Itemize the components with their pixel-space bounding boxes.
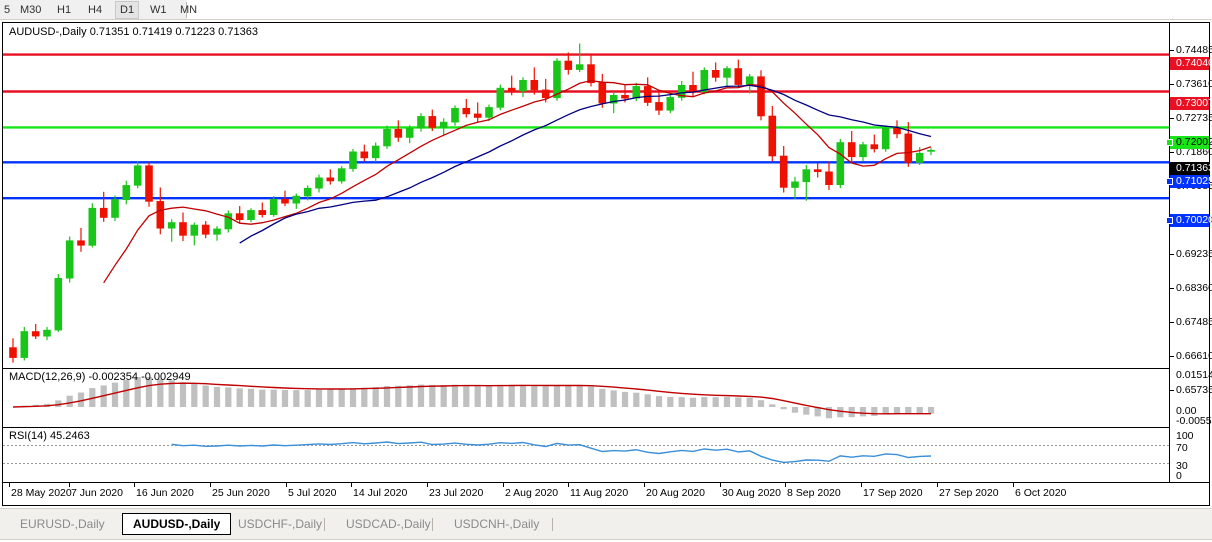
rsi-line [171,441,932,464]
chart-tab-usdchf[interactable]: USDCHF-,Daily [238,517,322,531]
date-axis-label: 5 Jul 2020 [288,487,337,499]
date-axis-label: 14 Jul 2020 [353,487,408,499]
date-axis-label: 8 Sep 2020 [787,487,841,499]
date-axis-tick [568,483,569,487]
candle-series [9,43,935,363]
date-axis-tick [720,483,721,487]
tab-separator [324,518,325,531]
date-axis-label: 27 Sep 2020 [939,487,999,499]
date-axis-tick [134,483,135,487]
toolbar-separator [186,2,187,18]
price-axis-label: 0.66610 [1176,350,1212,362]
date-axis-label: 30 Aug 2020 [722,487,781,499]
date-axis-tick [937,483,938,487]
date-axis-label: 16 Jun 2020 [136,487,194,499]
price-axis-label: 0.65735 [1176,384,1212,396]
price-axis-badge: 0.70020 [1170,214,1212,227]
timeframe-button-d1[interactable]: D1 [115,1,140,19]
date-axis-tick [785,483,786,487]
price-axis-badge: 0.74040 [1170,57,1212,70]
price-chart-svg [3,43,1169,363]
price-axis-label: 0.68360 [1176,282,1212,294]
price-axis-tick [1170,50,1174,51]
tab-separator [432,518,433,531]
rsi-axis-label: 70 [1176,442,1188,454]
chart-tab-usdcnh[interactable]: USDCNH-,Daily [454,517,540,531]
price-axis-tick [1170,152,1174,153]
timeframe-toolbar: 5 M30 H1 H4 D1 W1 MN [0,0,1212,20]
tab-separator [552,518,553,531]
date-axis-tick [427,483,428,487]
price-axis-badge: 0.72002 [1170,136,1212,149]
price-axis-tick [1170,356,1174,357]
price-pane[interactable]: AUDUSD-,Daily 0.71351 0.71419 0.71223 0.… [3,23,1169,367]
timeframe-button-h1[interactable]: H1 [57,4,72,16]
date-axis-tick [69,483,70,487]
macd-axis-label: -0.005595 [1176,415,1212,427]
price-axis-badge: 0.71363 [1170,162,1212,175]
timeframe-button-w1[interactable]: W1 [150,4,167,16]
date-axis-tick [644,483,645,487]
date-axis-tick [351,483,352,487]
toolbar-empty-area [187,0,1212,19]
date-axis-tick [1013,483,1014,487]
timeframe-button-5[interactable]: 5 [4,4,11,16]
date-axis-label: 2 Aug 2020 [505,487,559,499]
price-axis-badge: 0.71025 [1170,175,1212,188]
price-axis-tick [1170,118,1174,119]
price-axis-label: 0.74485 [1176,44,1212,56]
macd-signal-line [12,382,931,415]
price-level-handle[interactable] [1166,139,1173,146]
chart-tabbar: EURUSD-,Daily AUDUSD-,Daily USDCHF-,Daily U… [0,508,1212,542]
date-axis-label: 28 May 2020 [11,487,72,499]
date-axis-tick [210,483,211,487]
chart-tab-audusd[interactable]: AUDUSD-,Daily [122,513,232,535]
date-axis-tick [9,483,10,487]
macd-pane[interactable]: MACD(12,26,9) -0.002354 -0.002949 [3,368,1169,426]
date-axis-label: 20 Aug 2020 [646,487,705,499]
price-axis-label: 0.71860 [1176,146,1212,158]
chart-tab-eurusd[interactable]: EURUSD-,Daily [20,517,105,531]
price-axis[interactable]: 0.744850.736100.727350.718600.709850.701… [1166,23,1212,482]
rsi-axis-label: 30 [1176,460,1188,472]
date-axis-label: 11 Aug 2020 [570,487,629,499]
price-axis-tick [1170,390,1174,391]
price-axis-tick [1170,84,1174,85]
price-level-handle[interactable] [1166,217,1173,224]
date-axis-label: 7 Jun 2020 [71,487,123,499]
date-axis-tick [286,483,287,487]
date-axis-label: 17 Sep 2020 [863,487,923,499]
price-axis-tick [1170,254,1174,255]
macd-axis-label: 0.00 [1176,405,1197,417]
timeframe-button-mn[interactable]: MN [180,4,198,16]
date-axis-tick [503,483,504,487]
chart-tab-usdcad[interactable]: USDCAD-,Daily [346,517,431,531]
date-axis-label: 25 Jun 2020 [212,487,270,499]
rsi-chart-svg [3,441,1169,464]
price-level-handle[interactable] [1166,178,1173,185]
price-axis-badge: 0.73007 [1170,97,1212,110]
date-axis[interactable]: 28 May 2020 7 Jun 2020 16 Jun 2020 25 Jun 2… [3,482,1209,505]
rsi-axis-label: 100 [1176,430,1194,442]
rsi-axis-label: 0 [1176,470,1182,482]
date-axis-label: 6 Oct 2020 [1015,487,1067,499]
macd-histogram [21,377,935,419]
timeframe-button-m30[interactable]: M30 [20,4,42,16]
macd-axis-label: 0.015142 [1176,369,1212,381]
rsi-pane[interactable]: RSI(14) 45.2463 [3,427,1169,481]
tabbar-bottom-edge [0,539,1212,542]
price-axis-tick [1170,288,1174,289]
chart-frame: AUDUSD-,Daily 0.71351 0.71419 0.71223 0.… [2,22,1212,506]
date-axis-tick [861,483,862,487]
price-axis-label: 0.69235 [1176,248,1212,260]
price-axis-label: 0.73610 [1176,78,1212,90]
timeframe-button-h4[interactable]: H4 [88,4,103,16]
price-axis-label: 0.72735 [1176,112,1212,124]
price-axis-label: 0.67485 [1176,316,1212,328]
macd-chart-svg [12,377,935,419]
price-axis-tick [1170,322,1174,323]
date-axis-label: 23 Jul 2020 [429,487,484,499]
axis-separator [1169,23,1170,482]
